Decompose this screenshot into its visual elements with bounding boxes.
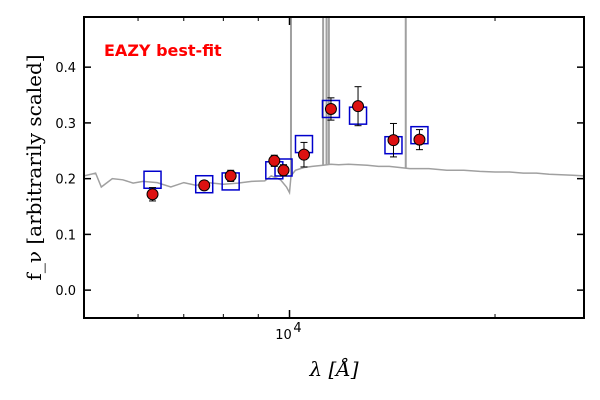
observed-point (387, 134, 400, 147)
y-tick-label: 0.3 (55, 117, 76, 132)
observed-point-layer (146, 86, 426, 202)
observed-point (413, 133, 426, 146)
observed-point (146, 188, 159, 201)
y-tick-label: 0.2 (55, 173, 76, 188)
observed-point (268, 154, 281, 167)
observed-point (352, 100, 365, 113)
y-tick-label: 0.4 (55, 61, 76, 76)
plot-frame (83, 16, 585, 319)
y-tick-label: 0.0 (55, 284, 76, 299)
observed-point (297, 148, 310, 161)
model-box-layer (143, 99, 429, 194)
tick-layer: 0.0 0.1 0.2 0.3 0.4 10 4 (55, 17, 584, 343)
observed-point (277, 164, 290, 177)
model-box (194, 174, 214, 194)
x-tick-label-exponent: 4 (293, 321, 301, 336)
observed-point (324, 102, 337, 115)
template-spectrum-line (84, 163, 584, 196)
annotation-label: EAZY best-fit (104, 41, 222, 60)
x-tick-label: 10 (275, 328, 292, 343)
observed-point (198, 179, 211, 192)
model-box (143, 170, 162, 190)
y-axis-label: f_ν [arbitrarily scaled] (22, 54, 46, 280)
x-axis-label: λ [Å] (308, 356, 358, 381)
y-tick-label: 0.1 (55, 228, 76, 243)
observed-point (224, 169, 237, 182)
template-spectrum-layer (84, 17, 584, 196)
